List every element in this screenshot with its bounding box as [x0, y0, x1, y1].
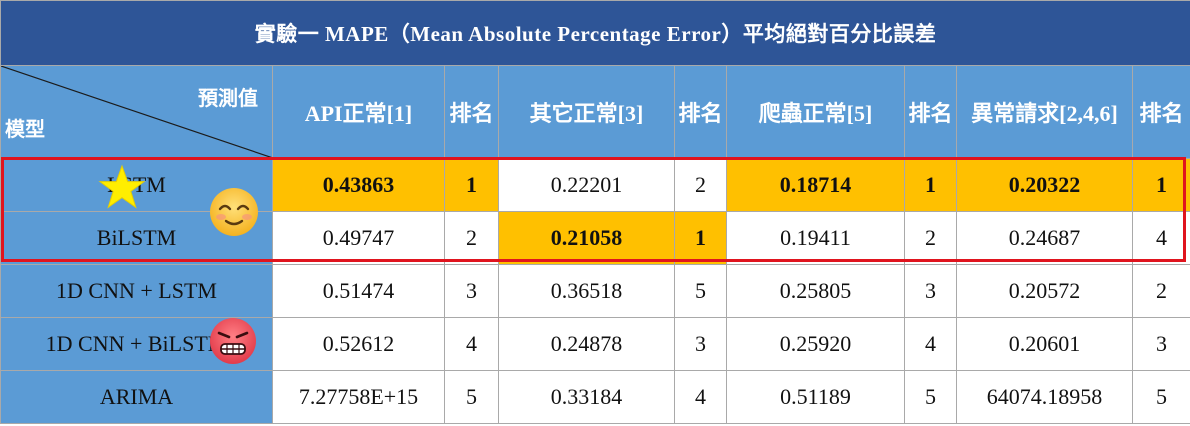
- table-row-lstm: LSTM 0.43863 1 0.22201 2 0.18714 1 0.203…: [0, 158, 1190, 212]
- table-cell: 1: [674, 211, 727, 265]
- table-row-cnn-lstm: 1D CNN + LSTM 0.51474 3 0.36518 5 0.2580…: [0, 264, 1190, 318]
- model-name: ARIMA: [0, 370, 273, 424]
- star-icon: [98, 164, 146, 209]
- model-name: 1D CNN + LSTM: [0, 264, 273, 318]
- column-header: 爬蟲正常[5]: [726, 65, 905, 159]
- corner-header: 預測值 模型: [0, 65, 273, 159]
- table-cell: 0.25805: [726, 264, 905, 318]
- table-cell: 0.43863: [272, 158, 445, 212]
- table-cell: 1: [1131, 158, 1190, 212]
- angry-face-icon: [210, 318, 256, 364]
- table-cell: 3: [904, 264, 957, 318]
- table-cell: 64074.18958: [956, 370, 1133, 424]
- table-cell: 4: [1131, 211, 1190, 265]
- table-cell: 0.51474: [272, 264, 445, 318]
- table-row-cnn-bilstm: 1D CNN + BiLSTM 0.52612 4 0.24878 3 0.25…: [0, 317, 1190, 371]
- table-cell: 2: [444, 211, 499, 265]
- table-cell: 0.49747: [272, 211, 445, 265]
- diagonal-divider: [1, 66, 273, 158]
- table-cell: 0.33184: [498, 370, 675, 424]
- table-cell: 0.20601: [956, 317, 1133, 371]
- column-header: 排名: [904, 65, 957, 159]
- table-cell: 3: [444, 264, 499, 318]
- table-cell: 2: [904, 211, 957, 265]
- column-header: 排名: [444, 65, 499, 159]
- table-cell: 0.24878: [498, 317, 675, 371]
- table-row-arima: ARIMA 7.27758E+15 5 0.33184 4 0.51189 5 …: [0, 370, 1190, 424]
- table-title: 實驗一 MAPE（Mean Absolute Percentage Error）…: [0, 0, 1190, 66]
- table-cell: 2: [674, 158, 727, 212]
- smiling-face-icon: [210, 188, 258, 236]
- table-cell: 4: [444, 317, 499, 371]
- table-cell: 2: [1131, 264, 1190, 318]
- table-cell: 5: [674, 264, 727, 318]
- table-cell: 0.52612: [272, 317, 445, 371]
- table-cell: 0.25920: [726, 317, 905, 371]
- table-cell: 0.21058: [498, 211, 675, 265]
- table-cell: 1: [444, 158, 499, 212]
- table-cell: 7.27758E+15: [272, 370, 445, 424]
- table-cell: 4: [904, 317, 957, 371]
- column-header: 排名: [674, 65, 727, 159]
- table-row-bilstm: BiLSTM 0.49747 2 0.21058 1 0.19411 2 0.2…: [0, 211, 1190, 265]
- corner-label-model: 模型: [5, 119, 45, 141]
- table-cell: 0.20322: [956, 158, 1133, 212]
- table-cell: 5: [444, 370, 499, 424]
- column-header: API正常[1]: [272, 65, 445, 159]
- table-cell: 4: [674, 370, 727, 424]
- table-cell: 0.18714: [726, 158, 905, 212]
- table-cell: 3: [674, 317, 727, 371]
- table-cell: 0.36518: [498, 264, 675, 318]
- table-cell: 3: [1131, 317, 1190, 371]
- table-cell: 0.19411: [726, 211, 905, 265]
- table-cell: 0.24687: [956, 211, 1133, 265]
- table-cell: 0.51189: [726, 370, 905, 424]
- column-header: 異常請求[2,4,6]: [956, 65, 1133, 159]
- column-header: 其它正常[3]: [498, 65, 675, 159]
- model-name: LSTM: [0, 158, 273, 212]
- table-cell: 5: [904, 370, 957, 424]
- column-header: 排名: [1131, 65, 1190, 159]
- table-cell: 0.22201: [498, 158, 675, 212]
- corner-label-prediction: 預測值: [198, 88, 258, 110]
- table-cell: 1: [904, 158, 957, 212]
- table-cell: 5: [1131, 370, 1190, 424]
- table-cell: 0.20572: [956, 264, 1133, 318]
